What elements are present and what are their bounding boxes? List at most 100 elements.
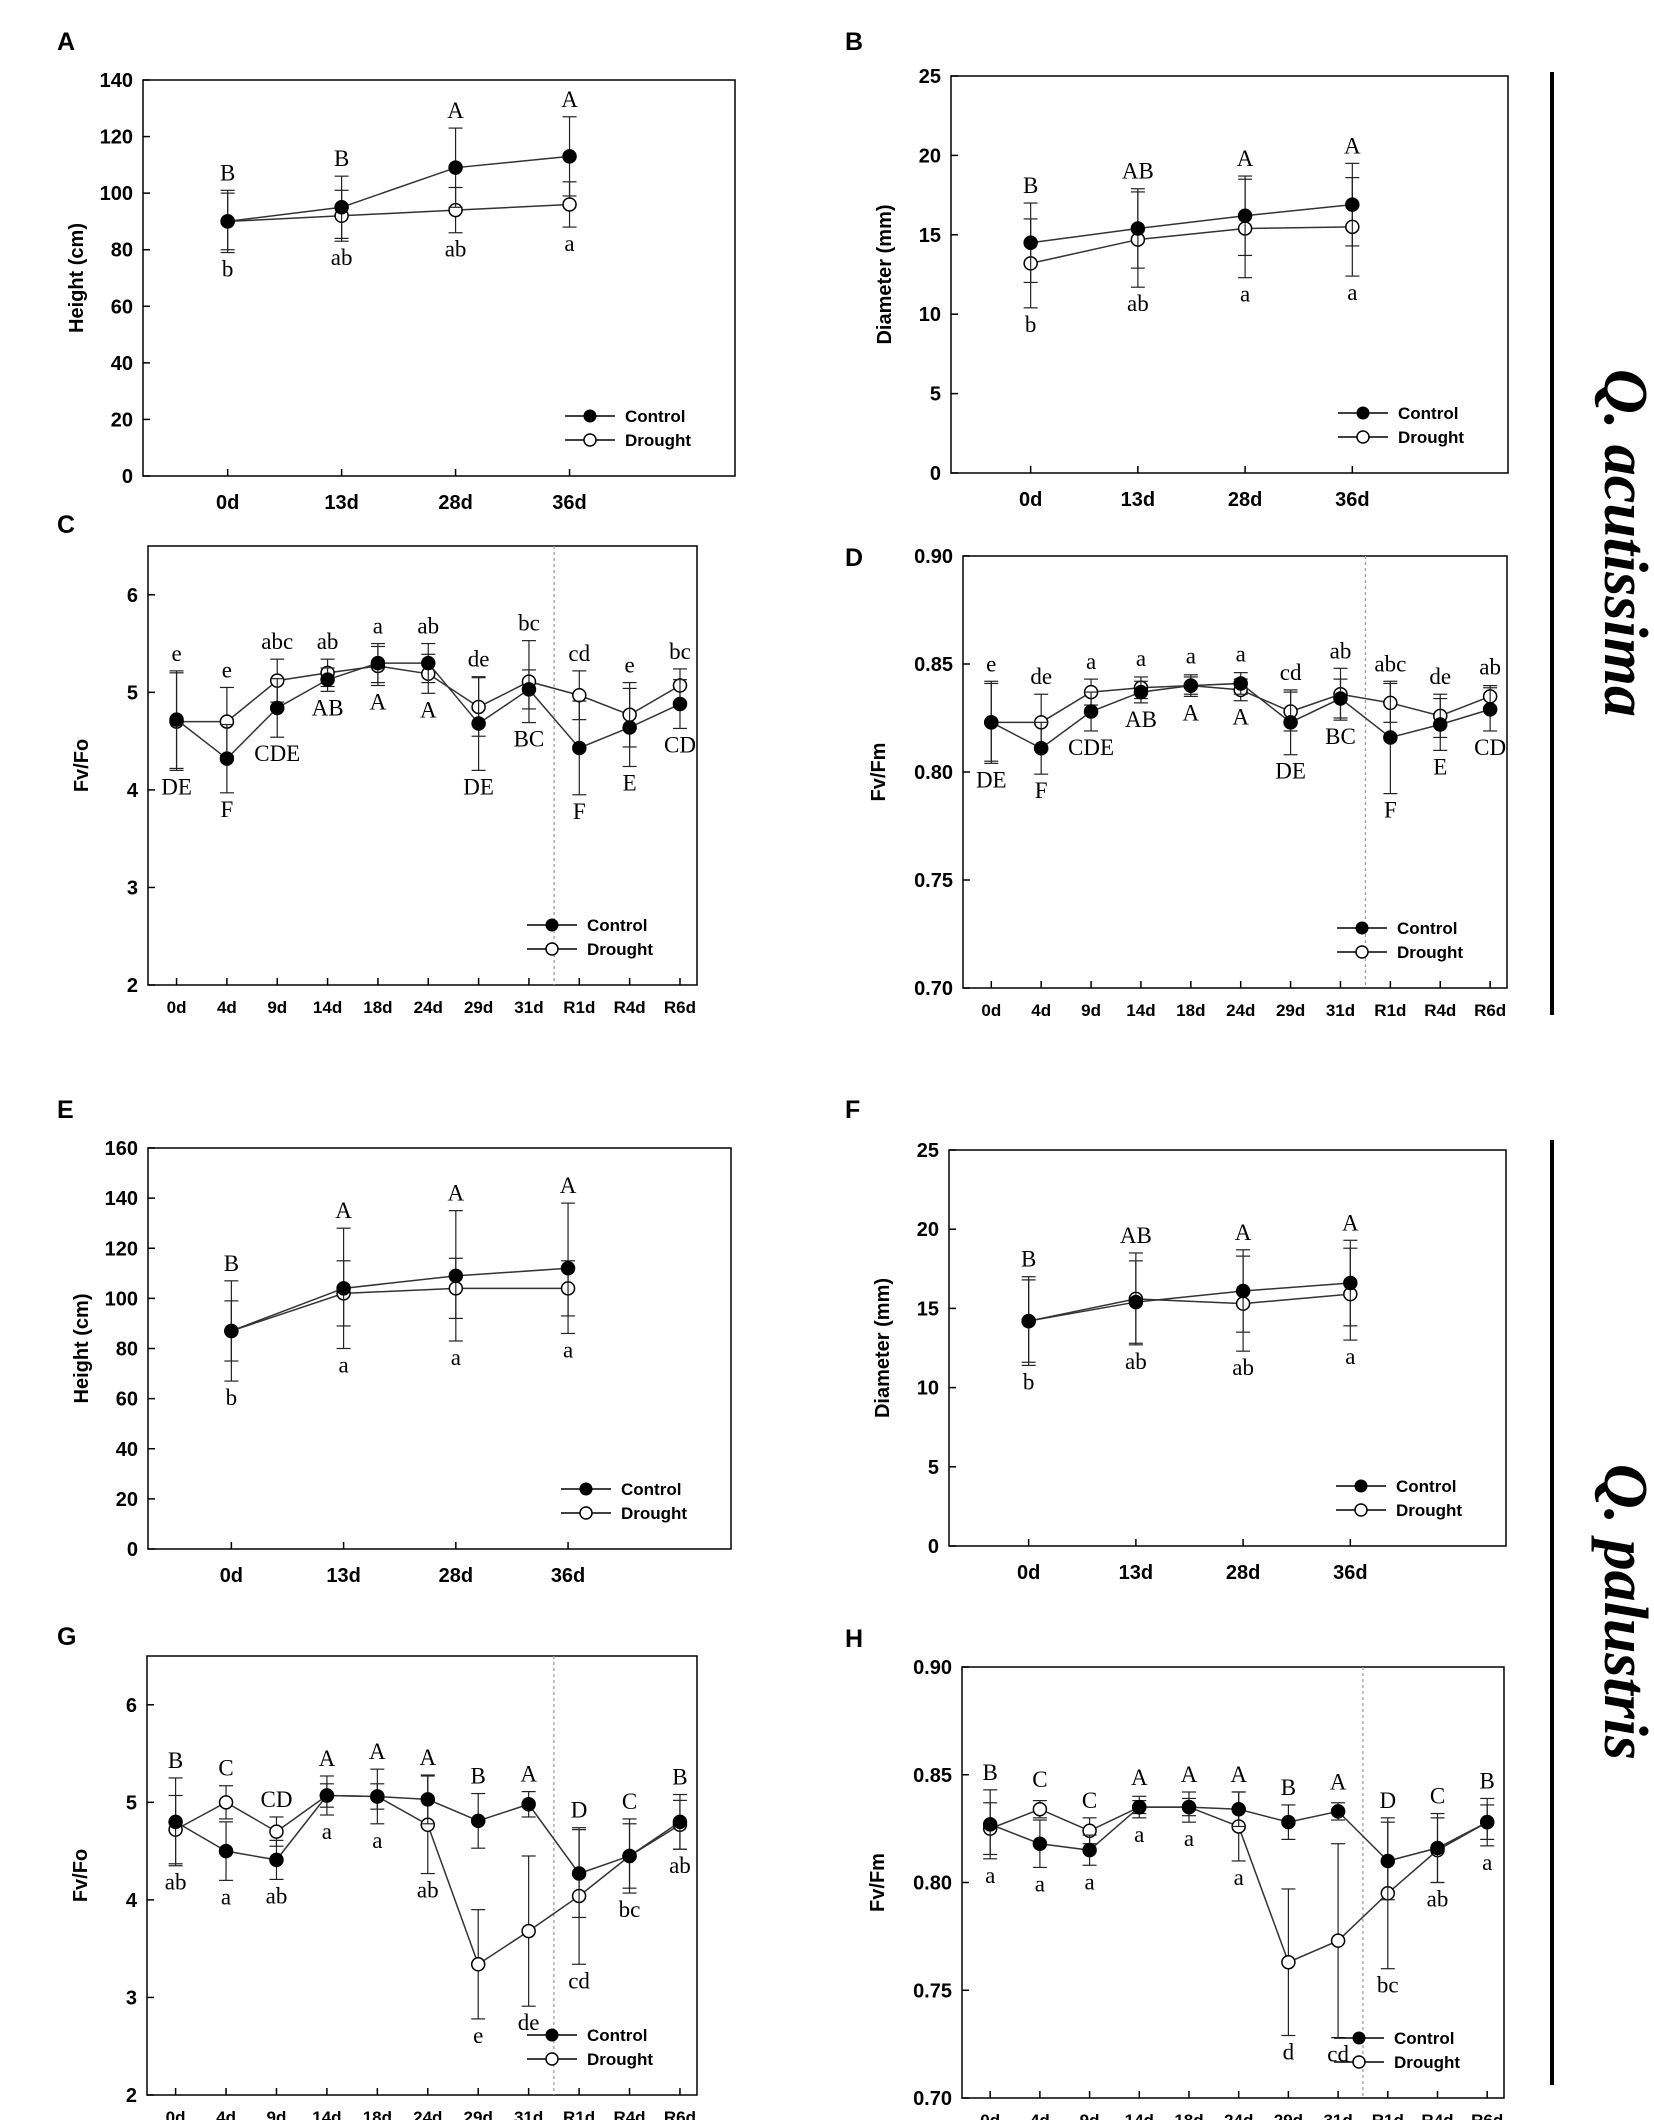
control-point: [219, 751, 235, 766]
x-tick-label: 4d: [1030, 2111, 1050, 2120]
significance-letter-lower: E: [623, 770, 637, 795]
significance-letter-lower: b: [222, 257, 234, 282]
control-point: [1333, 691, 1348, 706]
legend: Control Drought: [1336, 1477, 1462, 1520]
significance-letter-lower: ab: [669, 1853, 691, 1878]
y-tick-label: 80: [111, 240, 133, 262]
drought-series: [982, 1791, 1495, 2039]
legend-drought-label: Drought: [621, 1504, 687, 1523]
x-tick-label: R1d: [563, 998, 595, 1017]
control-series: [168, 1768, 688, 1919]
drought-point: [521, 1923, 536, 1939]
significance-letter-upper: B: [1480, 1768, 1495, 1793]
legend-control-label: Control: [587, 2026, 647, 2045]
significance-letter-lower: F: [220, 797, 233, 822]
control-point: [672, 1814, 688, 1830]
panel-letter: H: [845, 1625, 863, 1653]
significance-letter-upper: de: [1429, 664, 1451, 689]
y-tick-label: 40: [111, 353, 133, 375]
x-tick-label: 14d: [1126, 1001, 1155, 1020]
x-tick-label: 14d: [312, 2108, 341, 2120]
significance-letter-lower: ab: [1127, 291, 1149, 316]
significance-letter-lower: A: [1232, 705, 1249, 730]
y-tick-label: 0.75: [913, 1980, 952, 2002]
significance-letter-lower: a: [563, 1337, 573, 1362]
significance-letter-lower: DE: [976, 767, 1007, 792]
x-tick-label: 31d: [514, 998, 543, 1017]
significance-letter-upper: cd: [568, 641, 590, 666]
legend-control-marker: [1354, 1479, 1368, 1493]
significance-letter-lower: a: [372, 1828, 382, 1853]
control-point: [448, 1268, 464, 1284]
x-tick-label: 28d: [1228, 489, 1262, 511]
plot-frame: [142, 79, 736, 477]
x-tick-label: 13d: [326, 1565, 360, 1587]
significance-letter-upper: A: [447, 98, 464, 123]
panel-e: E 0 20 40 60 80 100 120 140 160 Height (cm) 0d 13d 28…: [57, 1096, 732, 1587]
y-tick-label: 40: [116, 1439, 138, 1461]
significance-letter-upper: D: [1379, 1788, 1396, 1813]
y-axis-label: Fv/Fo: [70, 1849, 92, 1902]
y-tick-label: 0: [930, 463, 941, 485]
significance-letter-upper: a: [1136, 646, 1146, 671]
control-point: [1181, 1799, 1197, 1815]
significance-letter-lower: F: [573, 799, 586, 824]
x-tick-label: 0d: [1019, 489, 1042, 511]
significance-letter-lower: ab: [417, 1878, 439, 1903]
x-tick-label: 18d: [363, 998, 392, 1017]
legend-drought-marker: [545, 2052, 559, 2066]
control-point: [622, 1848, 637, 1864]
y-tick-label: 3: [127, 877, 138, 899]
significance-letter-upper: B: [220, 160, 235, 185]
significance-letter-upper: C: [622, 1789, 637, 1814]
panel-letter: G: [57, 1623, 76, 1651]
panel-d: D 0.70 0.75 0.80 0.85 0.90 Fv/Fm 0d 4d 9d 14d 18d 24…: [845, 544, 1508, 1020]
control-point: [521, 682, 537, 697]
panel-letter: E: [57, 1096, 74, 1124]
y-tick-label: 5: [928, 1457, 939, 1479]
x-tick-label: 28d: [439, 1565, 473, 1587]
legend: Control Drought: [1334, 2029, 1460, 2072]
significance-letter-lower: CD: [664, 732, 696, 757]
series-line: [227, 155, 570, 223]
legend-drought-marker: [1354, 1503, 1368, 1517]
significance-letter-upper: B: [1021, 1247, 1036, 1272]
legend-drought-label: Drought: [625, 431, 691, 450]
legend: Control Drought: [561, 1480, 687, 1523]
significance-letter-upper: A: [335, 1198, 352, 1223]
control-point: [672, 696, 688, 712]
panel-letter: A: [57, 28, 75, 56]
control-point: [1482, 702, 1498, 717]
y-axis-label: Fv/Fm: [868, 743, 890, 802]
significance-letter-upper: B: [334, 146, 349, 171]
series-line: [231, 1287, 569, 1332]
y-tick-label: 3: [126, 1987, 137, 2009]
significance-letter-lower: bc: [619, 1897, 641, 1922]
control-point: [571, 1866, 587, 1881]
drought-series: [224, 1257, 576, 1382]
significance-letter-lower: a: [1482, 1850, 1492, 1875]
significance-letter-lower: AB: [312, 695, 344, 720]
x-tick-label: R1d: [1372, 2111, 1404, 2120]
y-tick-label: 0.90: [913, 1657, 952, 1679]
significance-letter-upper: A: [1330, 1769, 1347, 1794]
y-tick-label: 6: [126, 1695, 137, 1717]
significance-letter-upper: A: [1237, 146, 1254, 171]
significance-letter-upper: A: [520, 1762, 537, 1787]
x-tick-label: 29d: [1276, 1001, 1305, 1020]
significance-letter-upper: A: [561, 87, 578, 112]
y-tick-label: 0.80: [914, 762, 953, 784]
control-point: [319, 1788, 335, 1803]
significance-letter-upper: A: [1344, 133, 1361, 158]
significance-letter-lower: b: [1025, 312, 1037, 337]
series-line: [1028, 1293, 1351, 1322]
y-tick-label: 5: [127, 682, 138, 704]
significance-letter-upper: ab: [1330, 638, 1352, 663]
significance-letter-upper: AB: [1122, 159, 1154, 184]
x-tick-label: 9d: [1081, 1001, 1101, 1020]
y-tick-label: 0.85: [913, 1765, 952, 1787]
control-point: [562, 149, 577, 164]
x-tick-label: 24d: [1224, 2111, 1253, 2120]
drought-point: [572, 688, 587, 703]
